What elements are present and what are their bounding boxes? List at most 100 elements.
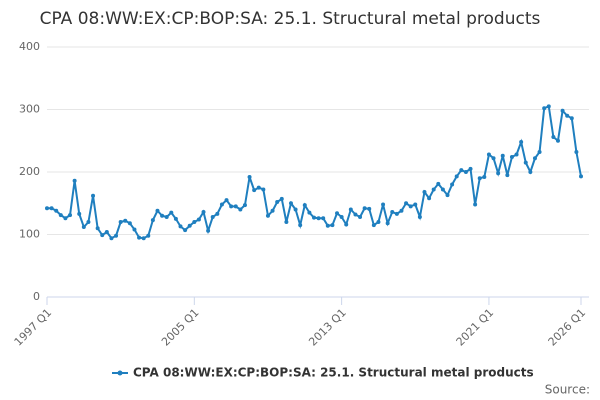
data-point xyxy=(284,220,289,224)
y-tick-label: 400 xyxy=(19,40,40,53)
data-point xyxy=(537,150,542,154)
data-point xyxy=(440,187,445,192)
data-point xyxy=(330,223,335,228)
data-point xyxy=(81,225,86,229)
data-point xyxy=(381,202,386,207)
data-point xyxy=(316,216,321,221)
data-point xyxy=(473,202,478,207)
data-point xyxy=(339,215,344,219)
data-point xyxy=(77,211,82,216)
data-point xyxy=(404,201,409,206)
data-point xyxy=(551,135,556,139)
data-point xyxy=(532,156,537,161)
data-point xyxy=(335,211,340,216)
data-point xyxy=(496,171,501,176)
data-point xyxy=(500,153,505,158)
data-point xyxy=(196,217,201,222)
data-point xyxy=(523,160,528,165)
data-point xyxy=(104,230,109,234)
data-point xyxy=(560,108,565,113)
data-point xyxy=(298,223,303,228)
data-point xyxy=(86,220,91,224)
x-tick-label: 1997 Q1 xyxy=(12,306,55,349)
data-point xyxy=(114,233,119,238)
data-point xyxy=(224,198,229,203)
data-point xyxy=(569,116,574,121)
data-point xyxy=(178,224,183,229)
data-point xyxy=(229,204,234,209)
data-point xyxy=(344,222,349,227)
data-point xyxy=(367,206,372,211)
data-point xyxy=(459,168,464,173)
data-point xyxy=(95,226,100,231)
data-point xyxy=(519,140,524,144)
data-point xyxy=(565,113,570,118)
data-point xyxy=(275,200,280,204)
data-point xyxy=(358,215,363,219)
chart-title: CPA 08:WW:EX:CP:BOP:SA: 25.1. Structural… xyxy=(40,9,541,29)
data-point xyxy=(546,104,551,109)
data-point xyxy=(169,210,174,215)
data-point xyxy=(574,150,579,154)
data-point xyxy=(270,208,275,213)
data-point xyxy=(160,213,165,218)
data-point xyxy=(68,213,73,218)
data-point xyxy=(141,236,146,241)
data-point xyxy=(312,215,316,220)
data-point xyxy=(215,211,220,216)
data-point xyxy=(256,185,261,190)
data-point xyxy=(192,220,197,224)
data-point xyxy=(137,235,142,240)
data-point xyxy=(155,208,160,213)
y-tick-label: 100 xyxy=(19,228,40,241)
data-point xyxy=(293,207,298,212)
legend-label: CPA 08:WW:EX:CP:BOP:SA: 25.1. Structural… xyxy=(133,366,534,380)
data-point xyxy=(417,215,422,219)
data-point xyxy=(371,223,376,228)
y-tick-label: 300 xyxy=(19,103,40,116)
data-point xyxy=(247,175,252,179)
data-point xyxy=(307,210,312,215)
data-point xyxy=(353,212,358,217)
data-point xyxy=(468,166,473,171)
data-point xyxy=(123,218,128,223)
data-point xyxy=(445,193,450,198)
data-point xyxy=(127,221,132,226)
data-point xyxy=(431,187,436,192)
data-point xyxy=(288,201,293,206)
data-point xyxy=(54,208,59,213)
data-point xyxy=(436,181,441,186)
data-point xyxy=(238,207,243,212)
data-point xyxy=(385,221,390,226)
data-point xyxy=(408,204,413,209)
data-point xyxy=(528,170,533,174)
data-point xyxy=(279,196,284,201)
data-point xyxy=(132,227,137,232)
y-tick-label: 0 xyxy=(33,290,40,303)
data-point xyxy=(118,220,123,224)
legend-marker xyxy=(117,370,123,376)
data-point xyxy=(206,228,211,233)
data-point xyxy=(390,210,395,214)
data-point xyxy=(477,176,482,181)
data-point xyxy=(348,207,353,212)
data-point xyxy=(555,138,560,143)
data-point xyxy=(486,152,491,157)
data-point xyxy=(321,216,326,221)
data-point xyxy=(45,206,49,211)
data-point xyxy=(454,174,459,179)
data-point xyxy=(413,202,418,207)
data-point xyxy=(183,228,188,233)
data-point xyxy=(463,170,468,174)
data-point xyxy=(109,236,114,241)
data-point xyxy=(450,182,455,187)
data-point xyxy=(91,193,96,198)
data-point xyxy=(394,211,399,216)
data-point xyxy=(49,206,54,211)
source: Source: xyxy=(545,383,590,397)
data-point xyxy=(542,106,547,111)
data-point xyxy=(399,208,404,213)
data-point xyxy=(100,233,105,238)
data-point xyxy=(376,220,381,224)
